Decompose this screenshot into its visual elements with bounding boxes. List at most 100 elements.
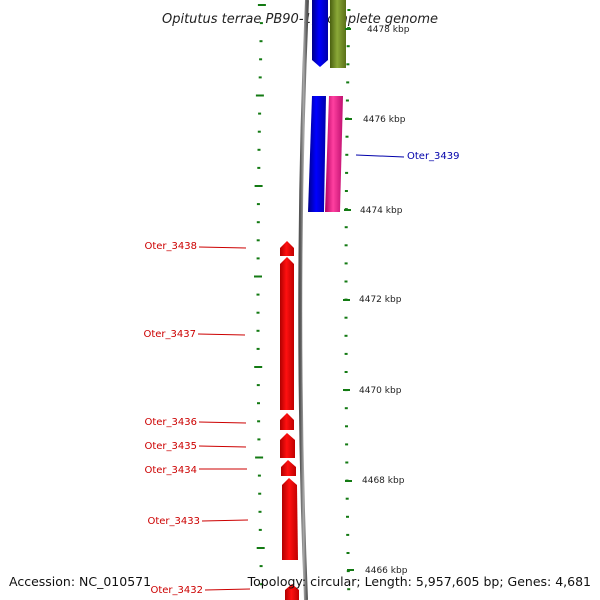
minor-tick — [259, 22, 263, 25]
gene-label-oter-3439[interactable]: Oter_3439 — [407, 151, 460, 162]
reverse-gene-arrow[interactable] — [281, 460, 296, 476]
gene-label-oter-3434[interactable]: Oter_3434 — [144, 465, 197, 476]
scale-tick-label: 4474 kbp — [360, 206, 403, 216]
minor-tick — [256, 221, 260, 224]
gene-label-oter-3436[interactable]: Oter_3436 — [144, 417, 197, 428]
reverse-gene-arrow[interactable] — [282, 478, 298, 560]
scale-tick-label: 4476 kbp — [363, 115, 406, 125]
scale-tick-label: 4470 kbp — [359, 386, 402, 396]
minor-tick — [346, 570, 350, 573]
minor-tick — [344, 190, 348, 192]
gene-label-oter-3437[interactable]: Oter_3437 — [143, 329, 196, 340]
minor-tick — [254, 366, 263, 368]
minor-tick — [258, 528, 262, 531]
minor-tick — [256, 384, 260, 387]
reverse-gene-arrow[interactable] — [285, 584, 299, 600]
reverse-gene-arrow[interactable] — [280, 257, 294, 410]
minor-tick — [259, 40, 263, 43]
minor-tick — [345, 461, 349, 464]
minor-tick — [256, 257, 260, 260]
gene-label-oter-3432[interactable]: Oter_3432 — [150, 585, 203, 596]
gene-label-oter-3438[interactable]: Oter_3438 — [144, 241, 197, 252]
topology-text: Topology: circular; Length: 5,957,605 bp… — [247, 574, 591, 589]
minor-tick — [258, 510, 262, 513]
label-leader-line — [197, 333, 246, 336]
major-tick — [345, 480, 352, 482]
minor-tick — [257, 4, 266, 6]
minor-tick — [256, 347, 260, 350]
minor-tick — [345, 135, 349, 138]
gene-label-oter-3435[interactable]: Oter_3435 — [144, 441, 197, 452]
minor-tick — [346, 515, 349, 518]
minor-tick — [256, 329, 260, 332]
scale-ticks: 4478 kbp 4476 kbp 4474 kbp 4472 kbp 4470… — [343, 25, 410, 576]
minor-tick — [257, 130, 261, 133]
minor-tick — [256, 293, 260, 296]
genome-backbone — [298, 0, 309, 600]
minor-tick — [257, 438, 261, 441]
major-tick — [344, 209, 351, 211]
minor-tick — [254, 185, 263, 187]
reverse-gene-arrow[interactable] — [280, 413, 294, 430]
minor-tick — [346, 81, 350, 84]
minor-tick — [346, 63, 350, 66]
minor-tick — [347, 588, 351, 591]
reverse-gene-arrow[interactable] — [280, 241, 294, 256]
label-leader-line — [198, 246, 247, 249]
minor-tick — [344, 407, 348, 410]
minor-tick — [347, 9, 351, 11]
minor-tick — [346, 533, 350, 536]
minor-tick — [258, 492, 262, 495]
major-tick — [343, 299, 350, 301]
major-tick — [343, 389, 350, 391]
minor-tick — [257, 420, 261, 423]
major-tick — [345, 28, 351, 30]
minor-tick — [344, 316, 348, 319]
label-leader-line — [201, 519, 249, 522]
minor-tick — [346, 45, 350, 48]
forward-gene-arrow[interactable] — [308, 96, 326, 212]
forward-gene-arrow[interactable] — [325, 96, 343, 212]
minor-tick — [344, 352, 348, 355]
gene-label-oter-3433[interactable]: Oter_3433 — [147, 516, 200, 527]
minor-tick — [344, 371, 348, 373]
minor-tick — [255, 456, 264, 459]
minor-tick — [259, 58, 263, 61]
reverse-gene-arrow[interactable] — [280, 433, 295, 458]
minor-tick — [345, 171, 349, 174]
major-tick — [347, 569, 354, 571]
minor-tick — [256, 239, 260, 242]
label-leader-line — [355, 154, 405, 158]
minor-tick — [344, 280, 348, 283]
scale-tick-label: 4468 kbp — [362, 476, 405, 486]
forward-gene-arrow[interactable] — [330, 0, 346, 68]
scale-tick-label: 4466 kbp — [365, 566, 408, 576]
minor-tick — [258, 112, 262, 115]
reverse-strand-genes — [280, 241, 299, 600]
minor-tick — [257, 166, 261, 169]
minor-tick — [256, 547, 265, 549]
minor-tick — [254, 275, 262, 278]
label-leader-line — [204, 588, 251, 591]
minor-tick — [344, 244, 348, 247]
label-leader-line — [198, 421, 247, 424]
minor-tick — [344, 226, 348, 229]
minor-tick — [344, 262, 348, 265]
inner-tick-marks — [254, 4, 266, 586]
minor-tick — [346, 552, 350, 554]
minor-tick — [345, 99, 349, 102]
scale-tick-label: 4472 kbp — [359, 295, 402, 305]
minor-tick — [258, 76, 262, 79]
minor-tick — [345, 497, 349, 500]
genome-title: Opitutus terrae PB90-1, complete genome — [162, 12, 438, 27]
forward-gene-arrow[interactable] — [312, 0, 328, 67]
accession-text: Accession: NC_010571 — [9, 574, 151, 589]
minor-tick — [345, 425, 348, 428]
minor-tick — [259, 565, 263, 568]
minor-tick — [257, 402, 260, 405]
minor-tick — [256, 203, 260, 206]
outer-tick-marks — [344, 9, 351, 591]
minor-tick — [257, 474, 261, 477]
minor-tick — [260, 583, 264, 586]
